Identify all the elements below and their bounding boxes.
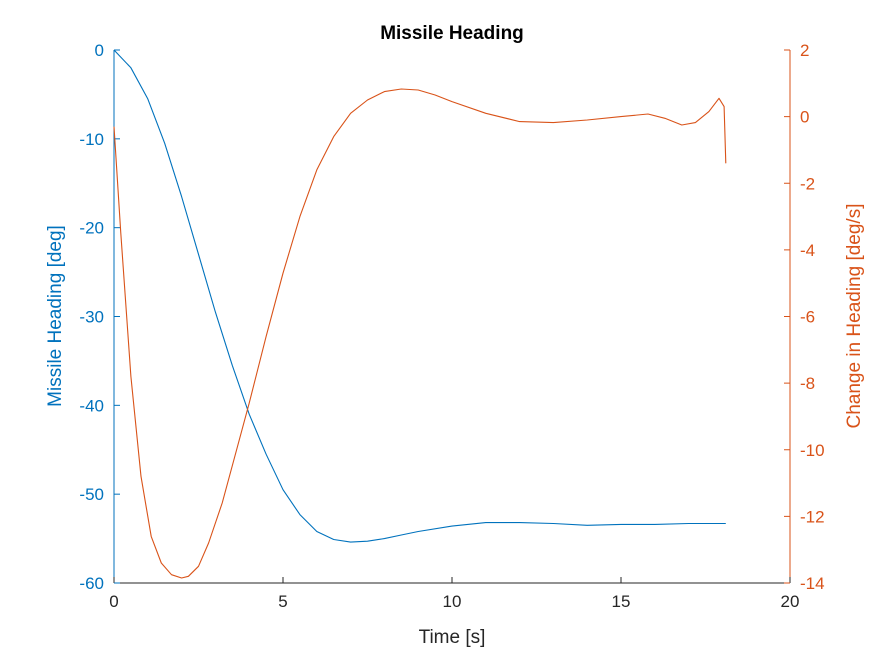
y-right-tick-label: -10 [800,441,825,460]
x-tick-label: 15 [612,592,631,611]
x-tick-label: 5 [278,592,287,611]
x-tick-label: 0 [109,592,118,611]
y-right-tick-label: 2 [800,41,809,60]
y-left-tick-label: -40 [79,396,104,415]
y-left-tick-label: -20 [79,219,104,238]
y-right-tick-label: -4 [800,241,815,260]
series-group [113,49,727,579]
x-axis-label: Time [s] [419,627,486,648]
series-line-heading-rate [113,88,727,579]
y-right-tick-label: -12 [800,507,825,526]
y-right-tick-label: -6 [800,308,815,327]
y-left-tick-label: -60 [79,574,104,593]
x-tick-label: 20 [781,592,800,611]
y-right-tick-label: -8 [800,374,815,393]
y-left-tick-label: -30 [79,308,104,327]
y-left-tick-label: -50 [79,485,104,504]
y-left-tick-label: -10 [79,130,104,149]
y-axis-left-label: Missile Heading [deg] [45,225,66,407]
series-line-heading [113,49,726,543]
x-tick-label: 10 [443,592,462,611]
y-right-tick-label: -14 [800,574,825,593]
y-right-tick-label: -2 [800,174,815,193]
y-right-tick-label: 0 [800,108,809,127]
y-axis-right-label: Change in Heading [deg/s] [844,204,865,429]
chart-title: Missile Heading [380,23,524,44]
axes: 0 5 10 15 200-10-20-30-40-50-6020-2-4-6-8-10… [79,41,824,611]
y-left-tick-label: 0 [95,41,104,60]
